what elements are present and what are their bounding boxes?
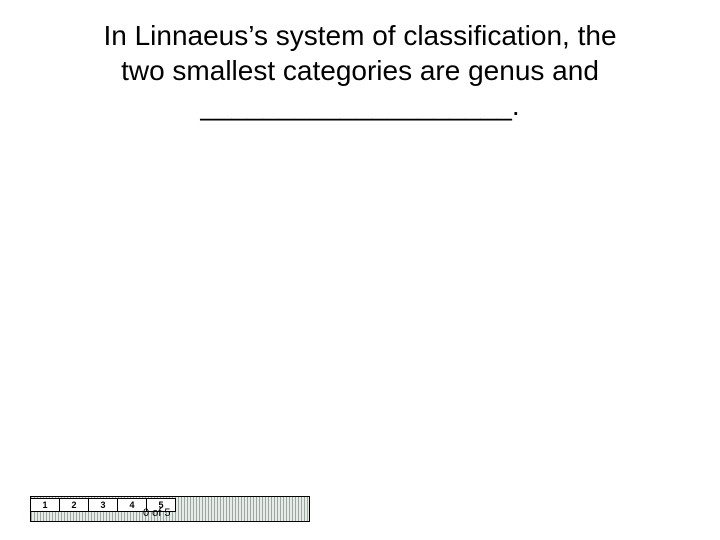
answer-box-2[interactable]: 2 <box>59 498 89 512</box>
response-counter: 0 of 5 <box>143 507 171 519</box>
question-line-1: In Linnaeus’s system of classification, … <box>103 20 616 51</box>
answer-box-1[interactable]: 1 <box>30 498 60 512</box>
answer-box-3[interactable]: 3 <box>88 498 118 512</box>
slide: In Linnaeus’s system of classification, … <box>0 0 720 540</box>
question-line-3: ____________________. <box>200 90 519 121</box>
question-text: In Linnaeus’s system of classification, … <box>60 18 660 123</box>
response-bar: 1 2 3 4 5 0 of 5 <box>30 496 310 522</box>
question-line-2: two smallest categories are genus and <box>121 55 599 86</box>
